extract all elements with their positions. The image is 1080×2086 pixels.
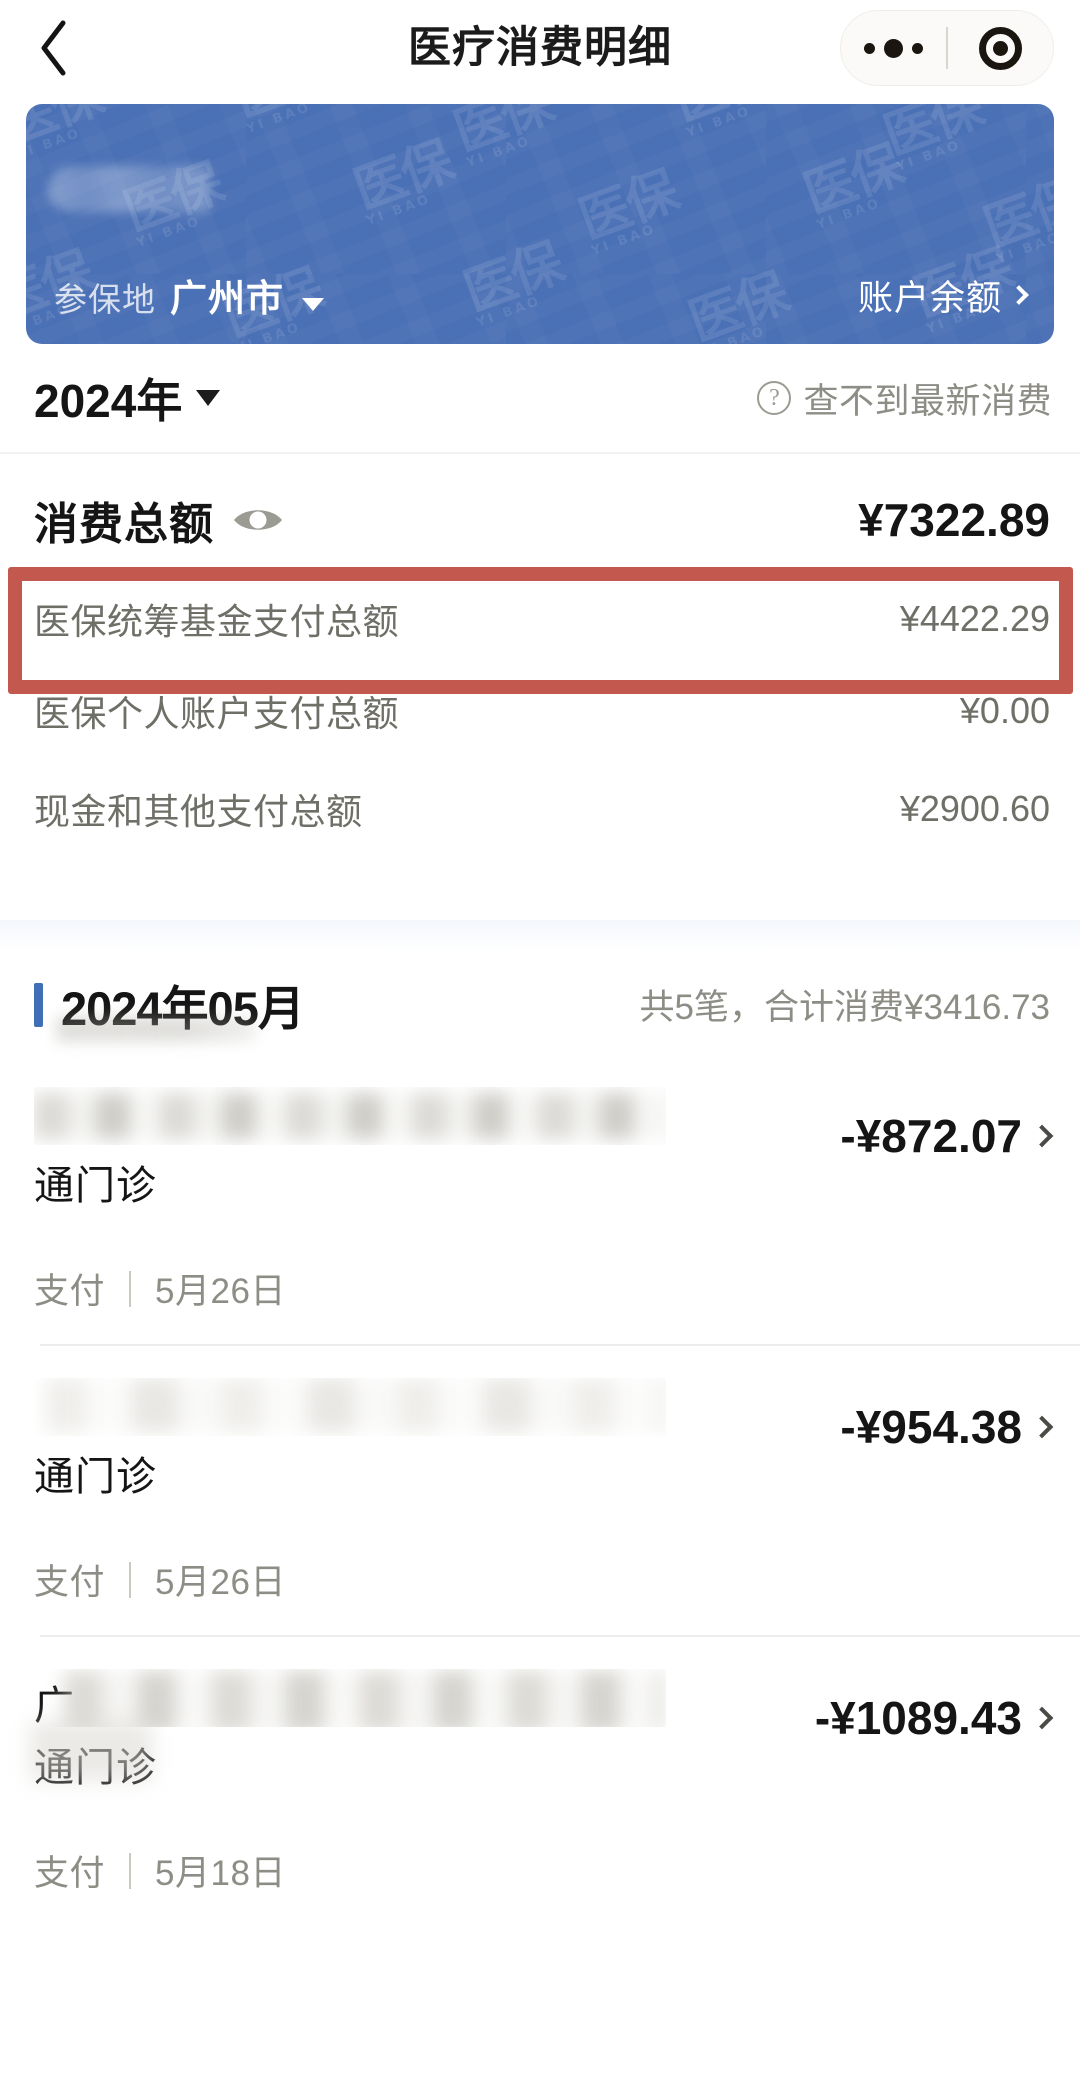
summary-row-personal-account: 医保个人账户支付总额 ¥0.00 [0,676,1080,746]
month-summary-meta: 共5笔，合计消费¥3416.73 [639,988,1050,1027]
back-button[interactable] [26,20,82,76]
banner-watermark-pattern [26,104,1054,344]
redacted-hospital-name [34,1087,666,1145]
year-value: 2024年 [34,375,183,427]
page-title: 医疗消费明细 [408,24,672,72]
banner-footer-row: 参保地 广州市 账户余额 [26,268,1054,322]
redacted-hospital-name [34,1378,666,1436]
transaction-amount: -¥954.38 [840,1401,1022,1453]
month-title: 2024年05月 [61,982,305,1035]
redacted-user-name [48,166,210,212]
redacted-hospital-name: 广 [34,1669,666,1727]
more-menu-button[interactable] [841,11,946,85]
caret-down-icon [196,390,221,406]
transaction-date: 5月26日 [155,1272,286,1311]
more-dots-icon [864,38,923,58]
list-item[interactable]: 通门诊 -¥872.07 支付 5月26日 [0,1053,1080,1344]
chevron-right-icon [1030,1706,1054,1730]
transaction-name-group: 广 通门诊 [34,1669,795,1793]
insured-place-value: 广州市 [170,278,284,319]
miniprogram-capsule [840,10,1054,86]
summary-row-value: ¥0.00 [959,690,1050,731]
transaction-list: 2024年05月 共5笔，合计消费¥3416.73 通门诊 -¥872.07 支… [0,954,1080,1926]
list-item[interactable]: 通门诊 -¥954.38 支付 5月26日 [0,1344,1080,1635]
transaction-subinfo: 支付 5月26日 [34,1554,1050,1605]
transaction-amount-group[interactable]: -¥954.38 [840,1378,1054,1454]
transaction-subinfo: 支付 5月18日 [34,1845,1050,1896]
total-spend-label-group: 消费总额 [34,488,284,552]
transaction-name-group: 通门诊 [34,1378,820,1502]
redacted-text-block [56,1016,256,1042]
summary-row-pooled-fund: 医保统筹基金支付总额 ¥4422.29 [0,584,1080,654]
transaction-type: 通门诊 [34,1164,157,1208]
month-accent-bar [34,982,43,1027]
help-link[interactable]: ? 查不到最新消费 [757,373,1052,424]
year-filter-row: 2024年 ? 查不到最新消费 [0,344,1080,454]
summary-row-label: 医保个人账户支付总额 [34,693,400,734]
account-balance-link[interactable]: 账户余额 [857,270,1029,321]
transaction-amount-group[interactable]: -¥872.07 [840,1087,1054,1163]
insured-place-selector[interactable]: 参保地 广州市 [54,268,324,322]
summary-card: 消费总额 ¥7322.89 医保统筹基金支付总额 ¥4422.29 医保个人账户… [0,454,1080,882]
month-group-header: 2024年05月 共5笔，合计消费¥3416.73 [0,954,1080,1053]
transaction-subinfo: 支付 5月26日 [34,1263,1050,1314]
summary-row-label: 医保统筹基金支付总额 [34,601,400,642]
summary-row-cash-other: 现金和其他支付总额 ¥2900.60 [0,774,1080,844]
account-balance-label: 账户余额 [857,278,1002,318]
summary-row-value: ¥4422.29 [899,598,1050,639]
help-text: 查不到最新消费 [803,381,1052,421]
divider [129,1270,132,1307]
divider [129,1852,132,1889]
navbar: 医疗消费明细 [0,0,1080,96]
transaction-date: 5月18日 [155,1854,286,1893]
transaction-amount: -¥1089.43 [814,1692,1022,1744]
total-spend-value: ¥7322.89 [858,494,1050,546]
capsule-divider [946,27,948,69]
section-separator [0,882,1080,954]
summary-row-label: 现金和其他支付总额 [34,791,363,832]
eye-icon[interactable] [232,504,284,536]
close-button[interactable] [948,11,1053,85]
question-circle-icon: ? [757,381,792,415]
transaction-main-row: 通门诊 -¥872.07 [34,1087,1054,1211]
transaction-status: 支付 [34,1854,106,1893]
transaction-type: 通门诊 [34,1735,795,1793]
chevron-right-icon [1030,1415,1054,1439]
list-item[interactable]: 广 通门诊 -¥1089.43 支付 5月18日 [0,1635,1080,1926]
transaction-date: 5月26日 [155,1563,286,1602]
chevron-right-icon [1030,1124,1054,1148]
transaction-status: 支付 [34,1272,106,1311]
transaction-status: 支付 [34,1563,106,1602]
year-selector[interactable]: 2024年 [34,365,221,431]
target-circle-icon [979,26,1022,70]
transaction-main-row: 广 通门诊 -¥1089.43 [34,1669,1054,1793]
transaction-amount-group[interactable]: -¥1089.43 [814,1669,1054,1745]
total-spend-row: 消费总额 ¥7322.89 [0,480,1080,560]
banner-container: 医保YI BAO 医保YI BAO 医保YI BAO 医保YI BAO 医保YI… [0,96,1080,344]
transaction-main-row: 通门诊 -¥954.38 [34,1378,1054,1502]
transaction-name-group: 通门诊 [34,1087,820,1211]
transaction-amount: -¥872.07 [840,1110,1022,1162]
chevron-left-icon [37,19,71,77]
divider [129,1561,132,1598]
summary-row-value: ¥2900.60 [899,788,1050,829]
caret-down-icon [302,298,324,311]
transaction-type: 通门诊 [34,1455,157,1499]
insured-place-label: 参保地 [54,281,156,318]
insurance-card-banner: 医保YI BAO 医保YI BAO 医保YI BAO 医保YI BAO 医保YI… [26,104,1054,344]
total-spend-label: 消费总额 [34,500,214,549]
chevron-right-icon [1009,285,1029,305]
